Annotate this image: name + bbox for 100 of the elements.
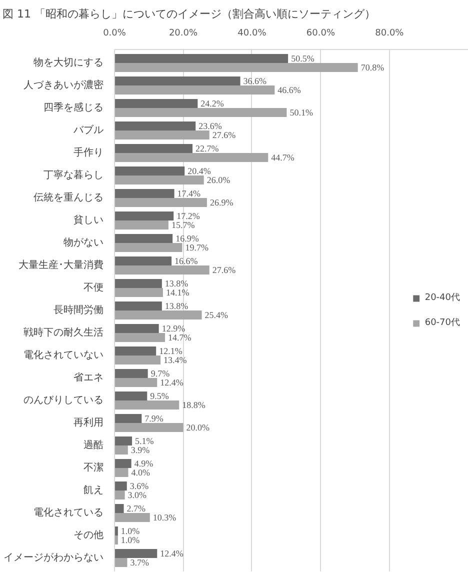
x-tick-label: 60.0%: [306, 28, 336, 38]
bar: [114, 310, 202, 320]
data-label: 14.1%: [166, 288, 190, 298]
bar: [114, 234, 173, 243]
data-label: 4.9%: [134, 458, 154, 468]
data-label: 12.9%: [162, 324, 186, 334]
y-tick-label: 伝統を重んじる: [34, 192, 104, 204]
bar: [114, 400, 180, 410]
data-label: 18.8%: [182, 400, 206, 410]
data-label: 44.7%: [271, 152, 295, 162]
data-label: 26.0%: [206, 175, 231, 185]
data-label: 25.4%: [204, 310, 229, 320]
bar: [114, 549, 158, 558]
data-label: 12.4%: [160, 378, 184, 388]
chart-title: 図 11 「昭和の暮らし」についてのイメージ（割合高い順にソーティング）: [2, 8, 376, 20]
bar: [114, 86, 275, 94]
data-label: 3.7%: [130, 558, 150, 568]
y-tick-label: 大量生産･大量消費: [18, 259, 104, 271]
bar: [114, 144, 193, 153]
y-tick-label: 四季を感じる: [44, 102, 104, 114]
y-tick-label: 不便: [84, 282, 104, 294]
data-label: 4.0%: [131, 468, 150, 478]
y-tick-label: 手作り: [74, 146, 104, 158]
bar: [114, 108, 287, 117]
data-label: 17.4%: [177, 188, 202, 198]
legend-label: 20-40代: [424, 292, 460, 304]
bar: [114, 243, 182, 252]
bar: [114, 54, 288, 63]
bar: [114, 130, 210, 140]
y-tick-label: 再利用: [74, 416, 104, 428]
data-label: 14.7%: [168, 332, 192, 342]
x-tick-label: 80.0%: [375, 28, 404, 38]
y-tick-label: 電化されていない: [24, 349, 104, 361]
bar: [114, 446, 128, 454]
data-label: 9.5%: [150, 391, 170, 401]
y-tick-label: 丁寧な暮らし: [44, 169, 104, 181]
bar: [114, 356, 161, 364]
data-label: 17.2%: [176, 211, 200, 221]
data-label: 19.7%: [185, 242, 209, 252]
y-tick-label: のんびりしている: [24, 395, 104, 406]
bar: [114, 482, 127, 490]
bar: [114, 490, 125, 500]
bar: [114, 176, 204, 184]
bar: [114, 558, 128, 567]
data-label: 16.9%: [176, 234, 200, 244]
bar: [114, 166, 185, 176]
data-label: 46.6%: [278, 85, 302, 95]
data-label: 13.8%: [164, 278, 189, 288]
bar: [114, 504, 124, 513]
data-label: 23.6%: [198, 121, 222, 131]
y-tick-label: 電化されている: [34, 506, 104, 518]
data-label: 15.7%: [171, 220, 196, 230]
data-label: 10.3%: [152, 512, 177, 522]
data-label: 50.1%: [290, 108, 314, 118]
data-label: 1.0%: [120, 526, 140, 536]
data-label: 20.4%: [188, 166, 212, 176]
y-tick-label: イメージがわからない: [4, 552, 104, 564]
bar: [114, 436, 132, 446]
data-label: 36.6%: [243, 76, 268, 86]
data-label: 70.8%: [360, 62, 385, 72]
y-tick-label: 不潔: [84, 462, 104, 474]
y-tick-label: バブル: [72, 124, 104, 136]
bar: [114, 288, 163, 297]
y-tick-label: 貧しい: [74, 214, 104, 226]
y-tick-label: 省エネ: [74, 372, 104, 384]
bar: [114, 423, 184, 432]
data-label: 13.8%: [164, 301, 189, 311]
legend-label: 60-70代: [424, 317, 460, 329]
bar: [114, 122, 196, 130]
bar: [114, 392, 148, 400]
bar: [114, 279, 162, 288]
data-label: 12.1%: [159, 346, 183, 356]
bar: [114, 198, 207, 207]
bar: [114, 414, 142, 423]
bar: [114, 459, 132, 468]
data-label: 16.6%: [174, 256, 198, 266]
data-label: 5.1%: [135, 436, 154, 446]
bar: [114, 63, 358, 72]
y-tick-label: 長時間労働: [54, 304, 104, 316]
data-label: 3.9%: [130, 445, 150, 455]
bar: [114, 266, 210, 274]
bar: [114, 302, 162, 310]
data-label: 9.7%: [150, 368, 170, 378]
y-tick-label: 過酷: [84, 439, 104, 451]
x-tick-label: 40.0%: [238, 28, 267, 38]
y-tick-label: 物がない: [64, 238, 104, 248]
bar: [114, 468, 128, 477]
bar: [114, 76, 240, 86]
bar: [114, 333, 166, 342]
x-tick-label: 0.0%: [103, 28, 126, 38]
bar: [114, 378, 158, 387]
data-label: 7.9%: [144, 414, 164, 424]
data-label: 1.0%: [120, 535, 140, 545]
bar: [114, 369, 148, 378]
data-label: 3.6%: [130, 481, 150, 491]
data-label: 27.6%: [212, 130, 236, 140]
bar: [114, 513, 150, 522]
y-tick-label: 飢え: [84, 485, 104, 496]
data-label: 20.0%: [186, 422, 210, 432]
bar: [114, 346, 156, 356]
